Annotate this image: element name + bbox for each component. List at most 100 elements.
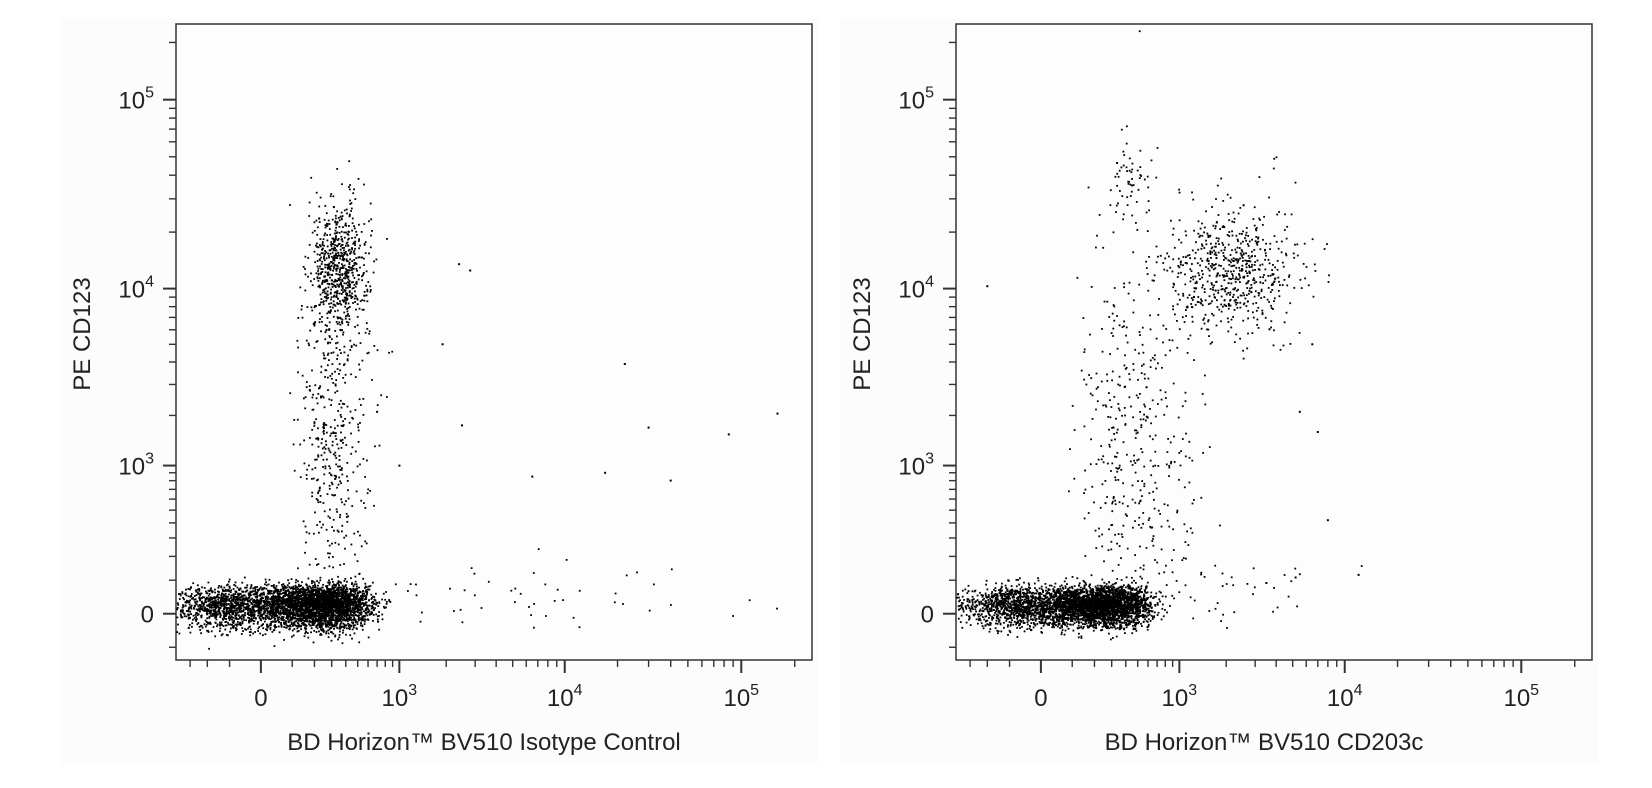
data-point bbox=[346, 618, 349, 620]
data-point bbox=[339, 329, 342, 331]
data-point bbox=[346, 611, 349, 614]
data-point bbox=[229, 617, 232, 620]
data-point bbox=[354, 596, 357, 599]
data-point bbox=[358, 368, 361, 371]
data-point bbox=[331, 283, 334, 286]
data-point bbox=[260, 609, 263, 612]
data-point bbox=[331, 494, 334, 496]
data-point bbox=[329, 620, 331, 622]
data-point bbox=[343, 258, 346, 260]
data-point bbox=[308, 585, 311, 588]
data-point bbox=[187, 607, 190, 610]
data-point bbox=[281, 618, 284, 621]
data-point bbox=[197, 608, 200, 611]
data-point bbox=[253, 620, 256, 622]
data-point bbox=[254, 604, 256, 607]
data-point bbox=[343, 345, 346, 348]
data-point bbox=[312, 590, 315, 593]
data-point bbox=[336, 609, 339, 611]
data-point bbox=[318, 312, 321, 315]
data-point bbox=[298, 589, 301, 592]
data-point bbox=[342, 622, 345, 625]
data-point bbox=[291, 594, 294, 597]
data-point bbox=[209, 621, 212, 624]
data-point bbox=[266, 610, 269, 613]
data-point bbox=[319, 621, 321, 624]
data-point bbox=[303, 397, 305, 400]
data-point bbox=[333, 600, 336, 603]
data-point bbox=[284, 598, 286, 601]
data-point bbox=[198, 588, 201, 590]
data-point bbox=[332, 300, 335, 303]
data-point bbox=[356, 587, 358, 590]
data-point bbox=[306, 597, 309, 600]
data-point bbox=[225, 595, 228, 598]
data-point bbox=[241, 581, 244, 584]
data-point bbox=[205, 601, 208, 604]
data-point bbox=[291, 615, 294, 618]
data-point bbox=[264, 617, 267, 619]
data-point bbox=[202, 604, 205, 607]
data-point bbox=[287, 579, 289, 582]
data-point bbox=[253, 593, 256, 596]
data-point bbox=[218, 593, 220, 596]
data-point bbox=[253, 613, 256, 616]
data-point bbox=[358, 609, 361, 612]
data-point bbox=[286, 604, 288, 606]
data-point bbox=[309, 614, 312, 617]
data-point bbox=[350, 202, 353, 204]
data-point bbox=[260, 599, 263, 601]
data-point bbox=[338, 219, 341, 222]
data-point bbox=[229, 606, 232, 608]
data-point bbox=[279, 610, 282, 612]
data-point bbox=[369, 285, 372, 288]
data-point bbox=[235, 616, 238, 619]
data-point bbox=[301, 586, 304, 589]
data-point bbox=[229, 623, 232, 626]
data-point bbox=[247, 612, 249, 615]
data-point bbox=[322, 590, 325, 593]
data-point bbox=[367, 281, 370, 283]
data-point bbox=[225, 603, 228, 605]
data-point bbox=[254, 589, 257, 592]
data-point bbox=[305, 606, 308, 609]
data-point bbox=[332, 590, 335, 593]
data-point bbox=[336, 604, 338, 606]
data-point bbox=[231, 605, 234, 608]
data-point bbox=[358, 247, 360, 250]
data-point bbox=[316, 620, 318, 623]
data-point bbox=[333, 259, 336, 262]
data-point bbox=[334, 619, 337, 622]
data-point bbox=[303, 591, 305, 593]
data-point bbox=[230, 609, 233, 611]
data-point bbox=[347, 602, 350, 605]
data-point bbox=[343, 606, 346, 608]
data-point bbox=[297, 596, 300, 599]
data-point bbox=[378, 602, 381, 605]
data-point bbox=[356, 621, 359, 623]
data-point bbox=[351, 271, 354, 274]
data-point bbox=[353, 632, 356, 635]
data-point bbox=[280, 619, 283, 621]
data-point bbox=[363, 299, 366, 302]
data-point bbox=[345, 231, 347, 234]
data-point bbox=[233, 609, 236, 612]
data-point bbox=[348, 614, 351, 617]
data-point bbox=[363, 183, 365, 186]
data-point bbox=[288, 590, 291, 593]
data-point bbox=[289, 625, 292, 628]
data-point bbox=[258, 609, 260, 612]
data-point bbox=[187, 595, 190, 598]
data-point bbox=[280, 623, 282, 626]
data-point bbox=[345, 599, 347, 602]
data-point bbox=[307, 257, 310, 259]
data-point bbox=[327, 588, 330, 590]
data-point bbox=[323, 620, 326, 622]
data-point bbox=[228, 600, 231, 602]
data-point bbox=[324, 611, 326, 614]
data-point bbox=[180, 616, 183, 619]
data-point bbox=[353, 616, 356, 619]
data-point bbox=[345, 242, 348, 245]
data-point bbox=[305, 589, 307, 592]
data-point bbox=[348, 290, 351, 292]
